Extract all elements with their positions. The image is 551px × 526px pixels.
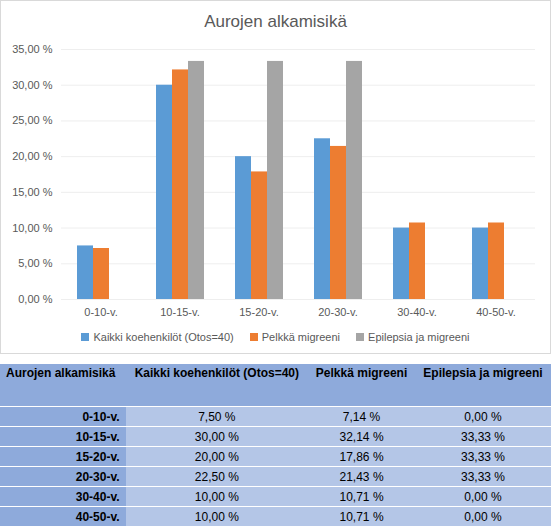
html-text:7,14 %: 7,14 % (342, 409, 381, 424)
svg-text:20,00 %: 20,00 % (12, 150, 53, 162)
html-text:21,43 %: 21,43 % (339, 469, 384, 484)
html-text:7,50 %: 7,50 % (198, 409, 236, 424)
html-text:10,71 %: 10,71 % (339, 489, 384, 504)
svg-text:25,00 %: 25,00 % (12, 114, 53, 126)
svg-text:0,00 %: 0,00 % (18, 293, 52, 305)
html-text:15-20-v.: 15-20-v. (75, 449, 120, 464)
svg-text:30-40-v.: 30-40-v. (397, 306, 437, 318)
html-text:Aurojen alkamisikä: Aurojen alkamisikä (6, 366, 116, 380)
html-text:10,00 %: 10,00 % (194, 489, 239, 504)
svg-text:20-30-v.: 20-30-v. (318, 306, 358, 318)
html-text:33,33 %: 33,33 % (461, 429, 505, 444)
html-text:10-15-v.: 10-15-v. (75, 429, 120, 444)
html-text:30-40-v.: 30-40-v. (75, 489, 120, 504)
html-text:40-50-v.: 40-50-v. (75, 509, 120, 524)
html-text:30,00 %: 30,00 % (194, 429, 239, 444)
svg-text:15-20-v.: 15-20-v. (239, 306, 279, 318)
html-text:Epilepsia ja migreeni: Epilepsia ja migreeni (423, 366, 543, 380)
html-text:0,00 %: 0,00 % (464, 409, 502, 424)
svg-text:40-50-v.: 40-50-v. (476, 306, 516, 318)
svg-text:15,00 %: 15,00 % (12, 186, 53, 198)
svg-text:10,00 %: 10,00 % (12, 222, 53, 234)
html-text:0-10-v.: 0-10-v. (82, 409, 120, 424)
html-text:10,71 %: 10,71 % (339, 509, 384, 524)
html-text:20-30-v.: 20-30-v. (75, 469, 120, 484)
svg-text:10-15-v.: 10-15-v. (160, 306, 200, 318)
svg-text:0-10-v.: 0-10-v. (84, 306, 117, 318)
html-text:22,50 %: 22,50 % (194, 469, 239, 484)
html-text:0,00 %: 0,00 % (464, 509, 502, 524)
html-text:10,00 %: 10,00 % (194, 509, 239, 524)
html-text:0,00 %: 0,00 % (464, 489, 502, 504)
svg-text:30,00 %: 30,00 % (12, 79, 53, 91)
svg-text:5,00 %: 5,00 % (18, 257, 52, 269)
html-text:Kaikki koehenkilöt (Otos=40): Kaikki koehenkilöt (Otos=40) (93, 331, 234, 343)
html-text:17,86 %: 17,86 % (339, 449, 384, 464)
html-text:Pelkkä migreeni: Pelkkä migreeni (261, 331, 340, 343)
html-text:33,33 %: 33,33 % (461, 469, 505, 484)
html-text:20,00 %: 20,00 % (194, 449, 239, 464)
html-text:Aurojen alkamisikä: Aurojen alkamisikä (204, 12, 347, 31)
html-text:33,33 %: 33,33 % (461, 449, 505, 464)
html-text:Epilepsia ja migreeni: Epilepsia ja migreeni (368, 331, 470, 343)
html-text:32,14 %: 32,14 % (339, 429, 384, 444)
html-text:Pelkkä migreeni: Pelkkä migreeni (315, 366, 408, 380)
svg-text:35,00 %: 35,00 % (12, 43, 53, 55)
html-text:Kaikki koehenkilöt (Otos=40): Kaikki koehenkilöt (Otos=40) (134, 366, 299, 380)
